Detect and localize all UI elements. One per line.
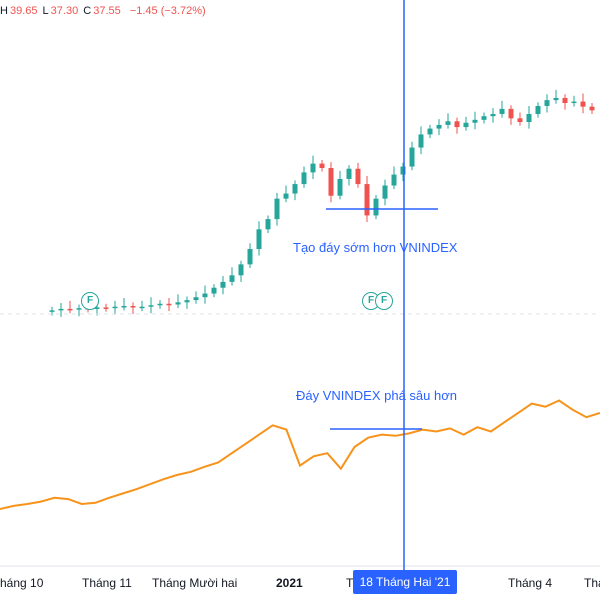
crosshair-date-label: 18 Tháng Hai '21 (353, 570, 457, 594)
x-axis-label: Tháng 4 (508, 576, 553, 590)
x-axis-label: T (346, 576, 354, 590)
low-value: 37.30 (50, 5, 79, 17)
candle-body (535, 105, 541, 114)
candle-body (139, 306, 145, 309)
x-axis-label: Tháng (584, 576, 600, 590)
candle-body (499, 108, 505, 114)
stock-annotation: Tạo đáy sớm hơn VNINDEX (293, 240, 458, 255)
candle-body (517, 118, 523, 123)
candle-body (589, 106, 595, 111)
candle-body (526, 113, 532, 123)
candle-body (364, 184, 370, 216)
candle-body (373, 198, 379, 216)
candle-body (103, 307, 109, 309)
candle-body (481, 116, 487, 120)
candle-body (463, 122, 469, 128)
candle-body (346, 168, 352, 179)
candle-body (508, 108, 514, 119)
low-label: L (42, 5, 49, 17)
candle-body (94, 307, 100, 309)
candle-body (130, 305, 136, 308)
candle-body (472, 119, 478, 123)
candle-body (220, 281, 226, 288)
candle-body (301, 172, 307, 185)
high-label: H (0, 5, 8, 17)
candle-body (427, 128, 433, 135)
candle-body (184, 300, 190, 303)
candle-body (310, 163, 316, 173)
candle-body (112, 306, 118, 309)
candle-body (319, 163, 325, 168)
candle-body (157, 303, 163, 306)
candle-body (562, 97, 568, 104)
candle-body (409, 147, 415, 167)
close-label: C (83, 5, 92, 17)
candle-body (175, 302, 181, 305)
flag-marker[interactable]: F (375, 292, 393, 310)
candle-body (247, 249, 253, 265)
candle-body (400, 166, 406, 175)
candle-body (202, 293, 208, 298)
candle-body (328, 168, 334, 196)
x-axis-label: 2021 (276, 576, 303, 590)
candle-body (292, 184, 298, 194)
candle-body (283, 193, 289, 199)
candle-body (76, 308, 82, 310)
candle-body (211, 287, 217, 294)
candle-body (418, 134, 424, 148)
candle-body (553, 97, 559, 101)
stock-candles (49, 89, 595, 317)
candle-body (274, 198, 280, 220)
candle-body (265, 219, 271, 230)
candle-body (256, 229, 262, 250)
change-value: −1.45 (−3.72%) (129, 5, 206, 17)
candle-body (49, 310, 55, 312)
close-value: 37.55 (93, 5, 121, 17)
candle-body (229, 275, 235, 282)
candle-body (67, 308, 73, 311)
candle-body (355, 168, 361, 185)
x-axis-label: Tháng 11 (82, 576, 132, 590)
x-axis-label: háng 10 (0, 576, 44, 590)
candle-body (391, 174, 397, 186)
candle-body (337, 178, 343, 196)
ohlc-legend: H 39.65 L 37.30 C 37.55 −1.45 (−3.72%) (0, 0, 208, 22)
candle-body (193, 297, 199, 301)
flag-marker[interactable]: F (81, 292, 99, 310)
candle-body (544, 100, 550, 106)
candle-body (148, 305, 154, 307)
candle-body (58, 308, 64, 311)
candle-body (121, 305, 127, 308)
candle-body (454, 121, 460, 128)
candle-body (382, 185, 388, 199)
index-annotation: Đáy VNINDEX phá sâu hơn (296, 388, 457, 403)
x-axis-label: Tháng Mười hai (152, 576, 238, 590)
candle-body (445, 121, 451, 125)
candle-body (580, 101, 586, 107)
candle-body (571, 101, 577, 104)
candle-body (238, 264, 244, 276)
index-line (0, 399, 600, 510)
candle-body (436, 124, 442, 129)
candle-body (166, 303, 172, 306)
candle-body (490, 113, 496, 117)
index-series-line (0, 399, 600, 510)
high-value: 39.65 (9, 5, 38, 17)
